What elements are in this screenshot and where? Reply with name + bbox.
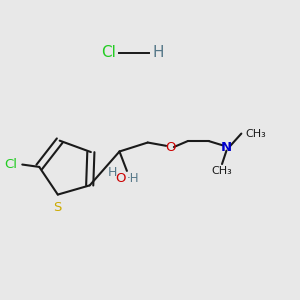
Text: O: O: [165, 140, 175, 154]
Text: O: O: [115, 172, 125, 184]
Text: Cl: Cl: [102, 46, 116, 61]
Text: ·H: ·H: [127, 172, 140, 185]
Text: H: H: [152, 46, 164, 61]
Text: CH₃: CH₃: [212, 167, 233, 176]
Text: H: H: [107, 166, 117, 179]
Text: S: S: [54, 201, 62, 214]
Text: Cl: Cl: [4, 158, 17, 171]
Text: CH₃: CH₃: [246, 129, 267, 139]
Text: N: N: [221, 140, 232, 154]
